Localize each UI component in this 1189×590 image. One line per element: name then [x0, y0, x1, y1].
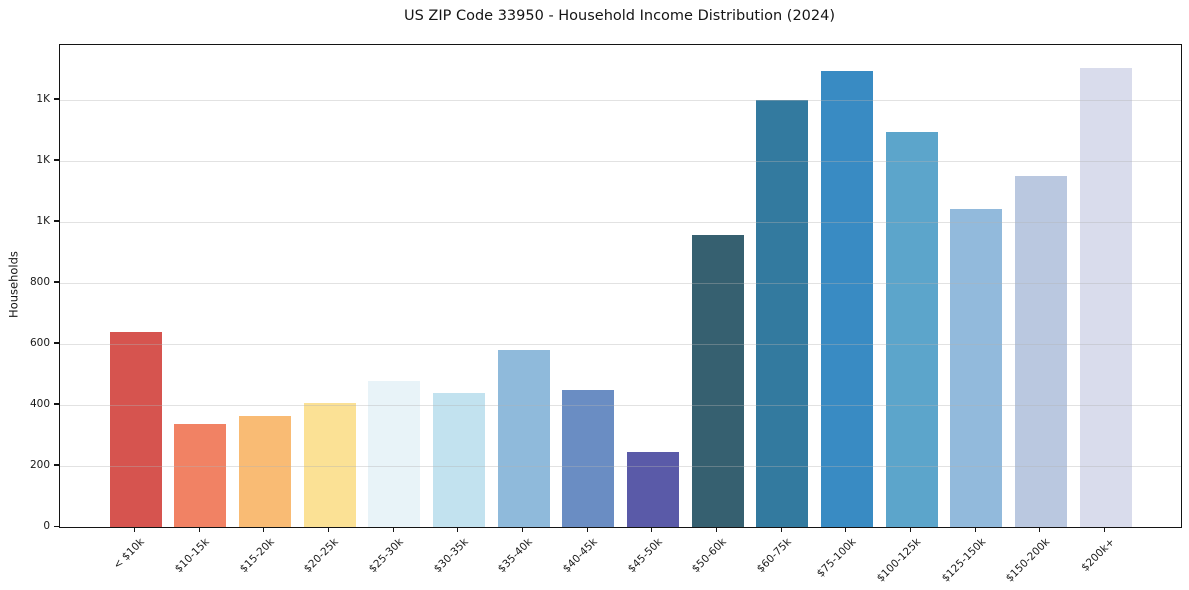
x-tick-mark [1103, 527, 1106, 533]
x-tick-label: $15-20k [237, 536, 277, 576]
x-tick-mark [651, 527, 653, 533]
x-tick-mark [198, 527, 200, 533]
bar-$15-20k [238, 415, 291, 527]
gridline-200 [60, 465, 1181, 467]
y-tick-label: 200 [29, 458, 50, 471]
bar-$100-125k [885, 131, 938, 527]
y-tick-label: 600 [29, 336, 50, 349]
bar-< $10k [109, 331, 162, 527]
bar-$45-50k [626, 451, 679, 527]
y-tick-mark [54, 159, 59, 161]
bar-$20-25k [303, 403, 356, 527]
x-tick-label: $45-50k [625, 536, 665, 576]
bar-$60-75k [756, 99, 809, 527]
x-tick-label: $35-40k [495, 536, 535, 576]
x-tick-label: $10-15k [172, 536, 212, 576]
gridline-1400 [60, 99, 1181, 101]
x-tick-label: $30-35k [431, 536, 471, 576]
x-tick-mark [845, 527, 847, 533]
x-tick-mark [392, 527, 394, 533]
x-tick-mark [715, 527, 718, 533]
bar-$40-45k [562, 389, 615, 527]
x-tick-mark [521, 527, 524, 533]
x-tick-mark [263, 527, 265, 533]
bar-$75-100k [820, 71, 873, 527]
y-tick-mark [54, 525, 59, 527]
x-tick-mark [586, 527, 588, 533]
x-tick-label: $150-200k [1003, 536, 1053, 585]
bar-$50-60k [691, 234, 744, 527]
x-tick-label: $20-25k [301, 536, 341, 576]
bar-$150-200k [1014, 176, 1067, 527]
gridline-1200 [60, 160, 1181, 162]
x-tick-label: $25-30k [366, 536, 406, 576]
bar-$200k+ [1079, 68, 1132, 527]
gridline-1000 [60, 221, 1181, 223]
x-tick-label: $75-100k [814, 536, 859, 580]
bar-$30-35k [432, 392, 485, 527]
y-tick-label: 1K [36, 214, 50, 227]
x-tick-label: $40-45k [560, 536, 600, 576]
y-tick-label: 0 [43, 520, 50, 532]
y-tick-label: 800 [29, 275, 50, 288]
x-tick-mark [780, 527, 782, 533]
bar-$25-30k [368, 381, 421, 527]
x-tick-mark [1039, 527, 1041, 533]
x-tick-mark [974, 527, 976, 533]
y-tick-mark [54, 403, 59, 405]
y-tick-label: 400 [29, 397, 50, 410]
x-tick-mark [909, 527, 912, 533]
y-tick-mark [54, 342, 59, 344]
x-tick-mark [133, 527, 136, 533]
x-tick-label: $100-125k [874, 536, 923, 585]
chart-title: US ZIP Code 33950 - Household Income Dis… [403, 8, 836, 24]
y-tick-mark [54, 98, 59, 100]
x-tick-mark [327, 527, 330, 533]
bar-$125-150k [950, 208, 1003, 527]
y-tick-mark [54, 281, 59, 283]
x-tick-label: $125-150k [939, 536, 988, 585]
x-tick-label: $60-75k [754, 536, 794, 576]
y-tick-label: 1K [36, 92, 50, 105]
x-tick-label: $50-60k [689, 536, 729, 576]
gridline-800 [60, 282, 1181, 284]
plot-area [59, 44, 1182, 528]
y-tick-label: 1K [36, 153, 50, 166]
x-tick-mark [457, 527, 459, 533]
bar-$10-15k [174, 423, 227, 527]
y-tick-mark [54, 220, 59, 222]
bar-$35-40k [497, 350, 550, 527]
y-tick-mark [54, 464, 59, 466]
x-tick-label: $200k+ [1079, 536, 1117, 574]
x-tick-label: < $10k [111, 536, 147, 572]
gridline-600 [60, 343, 1181, 345]
gridline-400 [60, 404, 1181, 406]
